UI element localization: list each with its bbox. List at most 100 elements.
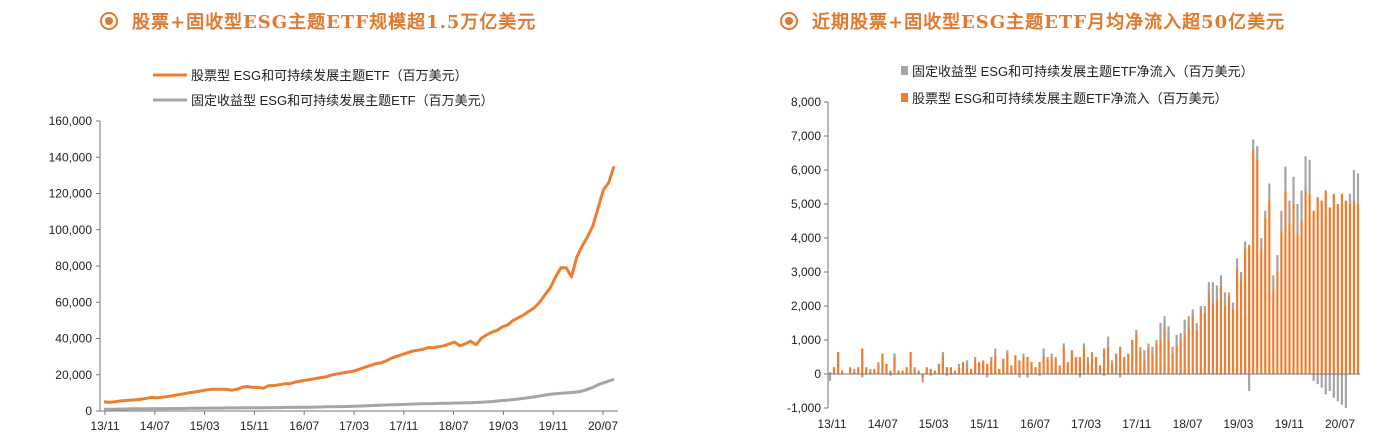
fixed-income-inflow-bar xyxy=(877,362,880,366)
equity-inflow-bar xyxy=(921,374,924,380)
y-tick-label: 5,000 xyxy=(791,197,821,211)
fixed-income-inflow-bar xyxy=(986,374,989,378)
equity-inflow-bar xyxy=(933,370,936,374)
fixed-income-inflow-bar xyxy=(1219,275,1223,286)
x-tick-label: 19/11 xyxy=(1275,417,1304,431)
x-tick-label: 16/07 xyxy=(1020,417,1050,431)
fixed-income-inflow-bar xyxy=(1235,258,1239,269)
x-tick-label: 17/11 xyxy=(389,419,418,433)
equity-inflow-bar xyxy=(1014,355,1017,374)
equity-inflow-bar xyxy=(1300,221,1303,374)
y-tick-label: 40,000 xyxy=(55,332,92,346)
equity-inflow-bar xyxy=(1066,362,1069,374)
fixed-income-inflow-bar xyxy=(1276,255,1279,272)
y-tick-label: -1,000 xyxy=(787,401,821,415)
equity-inflow-bar xyxy=(1239,278,1243,374)
equity-inflow-bar xyxy=(1074,357,1077,374)
fixed-income-inflow-bar xyxy=(1260,238,1263,249)
y-tick-label: 7,000 xyxy=(791,129,821,143)
fixed-income-inflow-bar xyxy=(1332,374,1335,398)
equity-inflow-bar xyxy=(1356,204,1360,374)
equity-inflow-bar xyxy=(853,370,856,374)
legend-label: 股票型 ESG和可持续发展主题ETF净流入（百万美元） xyxy=(912,91,1228,106)
target-icon xyxy=(100,12,118,30)
left-chart-title-row: 股票+固收型ESG主题ETF规模超1.5万亿美元 xyxy=(100,6,536,36)
y-tick-label: 3,000 xyxy=(791,265,821,279)
equity-inflow-bar xyxy=(1348,204,1352,374)
fixed-income-aum-line xyxy=(104,377,615,411)
fixed-income-inflow-bar xyxy=(1082,343,1086,347)
fixed-income-inflow-bar xyxy=(1119,374,1122,378)
x-tick-label: 18/07 xyxy=(439,419,469,433)
equity-inflow-bar xyxy=(1248,244,1251,374)
x-tick-label: 20/07 xyxy=(588,419,618,433)
equity-inflow-bar xyxy=(1340,193,1343,374)
fixed-income-inflow-bar xyxy=(1215,285,1219,300)
equity-inflow-bar xyxy=(905,367,908,374)
y-tick-label: 8,000 xyxy=(791,95,821,109)
equity-inflow-bar xyxy=(1127,353,1130,374)
left-chart-title: 股票+固收型ESG主题ETF规模超1.5万亿美元 xyxy=(132,12,537,33)
fixed-income-inflow-bar xyxy=(994,348,997,356)
equity-inflow-bar xyxy=(1344,200,1348,374)
fixed-income-inflow-bar xyxy=(1163,316,1166,327)
equity-inflow-bar xyxy=(937,363,940,374)
equity-inflow-bar xyxy=(861,348,864,374)
fixed-income-inflow-bar xyxy=(1356,173,1360,204)
x-tick-label: 14/07 xyxy=(140,419,170,433)
equity-inflow-bar xyxy=(1219,285,1223,374)
fixed-income-inflow-bar xyxy=(1211,282,1215,303)
equity-inflow-bar xyxy=(1030,362,1033,374)
fixed-income-inflow-bar xyxy=(1252,139,1255,150)
fixed-income-inflow-bar xyxy=(1272,275,1275,289)
fixed-income-inflow-bar xyxy=(1328,374,1331,391)
equity-inflow-bar xyxy=(1252,149,1255,374)
fixed-income-inflow-bar xyxy=(1308,159,1311,194)
equity-aum-line xyxy=(103,165,616,404)
net-inflow-bar-chart: -1,000 0 1,000 2,000 3,000 4,000 5,000 6,000 7,0… xyxy=(787,64,1360,431)
equity-inflow-bar xyxy=(1304,190,1307,374)
fixed-income-inflow-bar xyxy=(1151,346,1154,354)
equity-inflow-bar xyxy=(925,367,928,374)
legend-label: 股票型 ESG和可持续发展主题ETF（百万美元） xyxy=(191,68,468,83)
equity-inflow-bar xyxy=(1276,272,1279,374)
equity-inflow-bar xyxy=(1078,357,1082,374)
x-tick-label: 15/11 xyxy=(240,419,269,433)
equity-inflow-bar xyxy=(1312,210,1315,374)
fixed-income-inflow-bar xyxy=(1248,374,1251,391)
x-tick-label: 19/03 xyxy=(1223,417,1253,431)
equity-inflow-bar xyxy=(909,351,912,374)
equity-inflow-bar xyxy=(1191,316,1194,374)
fixed-income-inflow-bar xyxy=(1264,210,1267,218)
equity-inflow-bar xyxy=(1143,360,1146,374)
equity-inflow-bar xyxy=(1098,365,1102,374)
fixed-income-inflow-bar xyxy=(1344,374,1348,408)
fixed-income-inflow-bar xyxy=(1284,166,1287,191)
equity-inflow-bar xyxy=(893,357,896,374)
equity-inflow-bar xyxy=(1292,204,1295,374)
equity-inflow-bar xyxy=(1332,193,1335,374)
x-tick-label: 15/03 xyxy=(190,419,220,433)
equity-inflow-bar xyxy=(1123,357,1126,374)
equity-inflow-bar xyxy=(1002,358,1005,374)
legend-swatch xyxy=(901,93,908,102)
fixed-income-inflow-bar xyxy=(1227,292,1231,296)
y-tick-label: 0 xyxy=(814,367,821,381)
equity-inflow-bar xyxy=(969,368,973,374)
equity-inflow-bar xyxy=(1244,248,1247,374)
equity-inflow-bar xyxy=(1006,353,1009,374)
x-tick-label: 17/03 xyxy=(339,419,369,433)
y-tick-label: 80,000 xyxy=(55,259,92,273)
equity-inflow-bar xyxy=(1264,217,1267,374)
equity-inflow-bar xyxy=(1272,289,1275,374)
fixed-income-inflow-bar xyxy=(1300,190,1303,221)
equity-inflow-bar xyxy=(1215,299,1219,374)
equity-inflow-bar xyxy=(1163,326,1166,374)
equity-inflow-bar xyxy=(990,360,993,374)
equity-inflow-bar xyxy=(953,370,957,374)
equity-inflow-bar xyxy=(1038,362,1041,374)
y-tick-label: 1,000 xyxy=(791,333,821,347)
equity-inflow-bar xyxy=(917,370,920,374)
equity-inflow-bar xyxy=(832,367,836,374)
fixed-income-inflow-bar xyxy=(1139,346,1142,351)
